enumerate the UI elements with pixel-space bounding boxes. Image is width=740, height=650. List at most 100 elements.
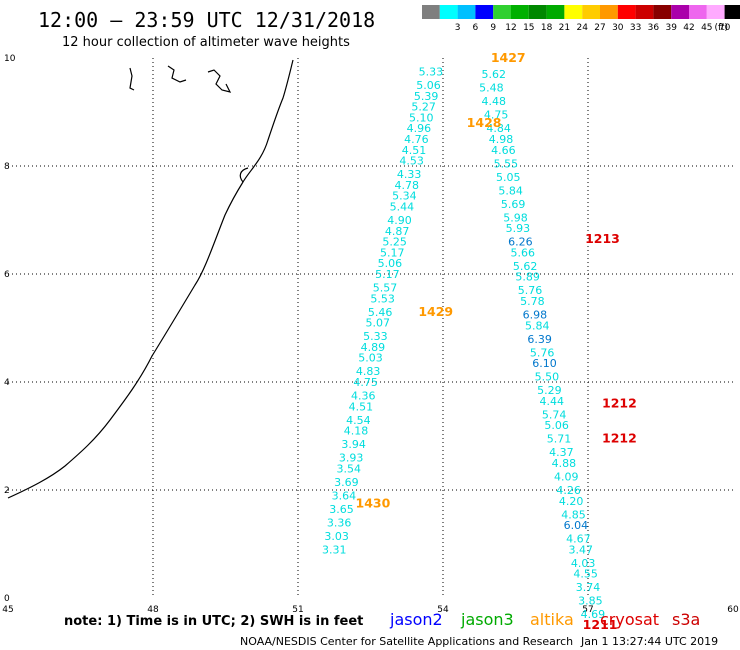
swh-value: 4.87 bbox=[385, 225, 410, 238]
colorbar-swatch bbox=[422, 5, 440, 19]
swh-value: 3.31 bbox=[322, 543, 347, 556]
swh-value: 6.04 bbox=[564, 519, 589, 532]
y-axis-ticks: 10 8 6 4 2 0 bbox=[4, 54, 16, 604]
footer-note: note: 1) Time is in UTC; 2) SWH is in fe… bbox=[64, 614, 363, 629]
swh-value: 4.67 bbox=[566, 533, 591, 546]
swh-value: 4.75 bbox=[353, 376, 378, 389]
swh-value: 3.03 bbox=[324, 530, 349, 543]
colorbar-label: 6 bbox=[473, 23, 479, 33]
swh-value: 4.75 bbox=[484, 109, 509, 122]
swh-value: 4.78 bbox=[395, 179, 420, 192]
colorbar-swatch bbox=[617, 5, 636, 19]
swh-value: 4.09 bbox=[554, 471, 579, 484]
legend-s3a: s3a bbox=[672, 610, 700, 629]
satellite-legend: jason2 jason3 altika cryosat s3a bbox=[389, 610, 700, 629]
y-tick-label: 10 bbox=[4, 54, 16, 64]
lat-lon-grid bbox=[8, 58, 733, 598]
swh-value: 4.37 bbox=[549, 446, 574, 459]
swh-value: 3.64 bbox=[332, 489, 357, 502]
swh-value: 4.53 bbox=[399, 155, 424, 168]
colorbar-swatch bbox=[493, 5, 511, 19]
colorbar-label: 30 bbox=[612, 23, 624, 33]
swh-value: 4.89 bbox=[361, 341, 386, 354]
map-title: 12:00 – 23:59 UTC 12/31/2018 bbox=[38, 8, 375, 32]
x-tick-label: 54 bbox=[437, 605, 449, 615]
swh-value: 4.88 bbox=[552, 457, 577, 470]
swh-value: 4.69 bbox=[581, 608, 606, 621]
colorbar-swatch bbox=[600, 5, 618, 19]
swh-value: 3.85 bbox=[578, 595, 603, 608]
colorbar-swatch bbox=[439, 5, 458, 19]
y-tick-label: 0 bbox=[4, 594, 10, 604]
swh-value: 3.65 bbox=[329, 503, 354, 516]
colorbar-label: 45 bbox=[701, 23, 712, 33]
swh-value: 6.10 bbox=[532, 357, 557, 370]
swh-value: 5.62 bbox=[482, 68, 507, 81]
x-tick-label: 60 bbox=[727, 605, 739, 615]
x-axis-ticks: 45 48 51 54 57 60 bbox=[2, 605, 739, 615]
swh-value: 5.93 bbox=[506, 222, 531, 235]
colorbar-unit: (ft) bbox=[714, 23, 728, 33]
swh-value: 4.76 bbox=[404, 133, 429, 146]
pass-time-label: 1427 bbox=[491, 50, 526, 65]
swh-value: 5.06 bbox=[378, 257, 403, 270]
x-tick-label: 45 bbox=[2, 605, 13, 615]
swh-value: 4.33 bbox=[397, 168, 422, 181]
y-tick-label: 8 bbox=[4, 162, 10, 172]
swh-value: 3.47 bbox=[569, 543, 594, 556]
swh-value: 3.36 bbox=[327, 516, 352, 529]
swh-value: 4.83 bbox=[356, 365, 381, 378]
swh-value: 5.84 bbox=[498, 184, 523, 197]
colorbar-swatch bbox=[706, 5, 725, 19]
pass-time-label: 1430 bbox=[356, 496, 391, 511]
swh-value: 4.44 bbox=[540, 395, 565, 408]
swh-value: 5.39 bbox=[414, 90, 439, 103]
x-tick-label: 51 bbox=[292, 605, 303, 615]
swh-value: 3.94 bbox=[341, 438, 366, 451]
swh-value: 3.93 bbox=[339, 452, 364, 465]
swh-value: 5.76 bbox=[530, 346, 555, 359]
colorbar-swatch bbox=[475, 5, 494, 19]
map-subtitle: 12 hour collection of altimeter wave hei… bbox=[62, 35, 350, 50]
swh-value: 5.05 bbox=[496, 171, 521, 184]
swh-value: 4.51 bbox=[349, 400, 374, 413]
colorbar-label: 42 bbox=[683, 23, 694, 33]
swh-value: 4.90 bbox=[387, 214, 412, 227]
swh-value: 6.39 bbox=[527, 333, 552, 346]
swh-value: 5.62 bbox=[513, 260, 538, 273]
swh-value: 5.27 bbox=[411, 101, 436, 114]
colorbar-label: 15 bbox=[523, 23, 534, 33]
colorbar-label: 27 bbox=[594, 23, 605, 33]
swh-value: 5.53 bbox=[370, 292, 395, 305]
swh-value: 4.03 bbox=[571, 557, 596, 570]
swh-value: 5.06 bbox=[544, 419, 569, 432]
swh-value: 3.69 bbox=[334, 476, 359, 489]
footer-timestamp: Jan 1 13:27:44 UTC 2019 bbox=[580, 635, 718, 648]
swh-value: 5.07 bbox=[366, 317, 391, 330]
swh-value: 5.66 bbox=[511, 246, 536, 259]
swh-value: 4.20 bbox=[559, 495, 584, 508]
pass-time-label: 1213 bbox=[585, 231, 620, 246]
swh-value: 4.55 bbox=[573, 568, 598, 581]
pass-time-label: 1212 bbox=[602, 431, 637, 446]
swh-value: 4.51 bbox=[402, 144, 427, 157]
colorbar: 3 6 9 12 15 18 21 24 27 30 33 36 39 42 45 70 bbox=[422, 5, 740, 33]
colorbar-label: 12 bbox=[505, 23, 516, 33]
colorbar-swatch bbox=[689, 5, 707, 19]
colorbar-swatch bbox=[546, 5, 565, 19]
swh-value: 4.48 bbox=[482, 95, 507, 108]
colorbar-swatch bbox=[511, 5, 529, 19]
swh-value: 5.17 bbox=[380, 246, 405, 259]
pass-times: 1427 1428 1429 1430 1213 1212 1212 1211 bbox=[356, 50, 637, 632]
swh-value: 6.26 bbox=[508, 236, 533, 249]
swh-value: 5.71 bbox=[547, 433, 572, 446]
colorbar-label: 18 bbox=[541, 23, 553, 33]
swh-value: 3.54 bbox=[337, 462, 362, 475]
swh-value: 5.10 bbox=[409, 111, 434, 124]
swh-value: 5.46 bbox=[368, 306, 393, 319]
swh-value: 5.89 bbox=[515, 271, 540, 284]
colorbar-label: 33 bbox=[630, 23, 641, 33]
swh-value: 5.17 bbox=[375, 268, 400, 281]
swh-value: 5.78 bbox=[520, 295, 545, 308]
colorbar-swatch bbox=[724, 5, 740, 19]
